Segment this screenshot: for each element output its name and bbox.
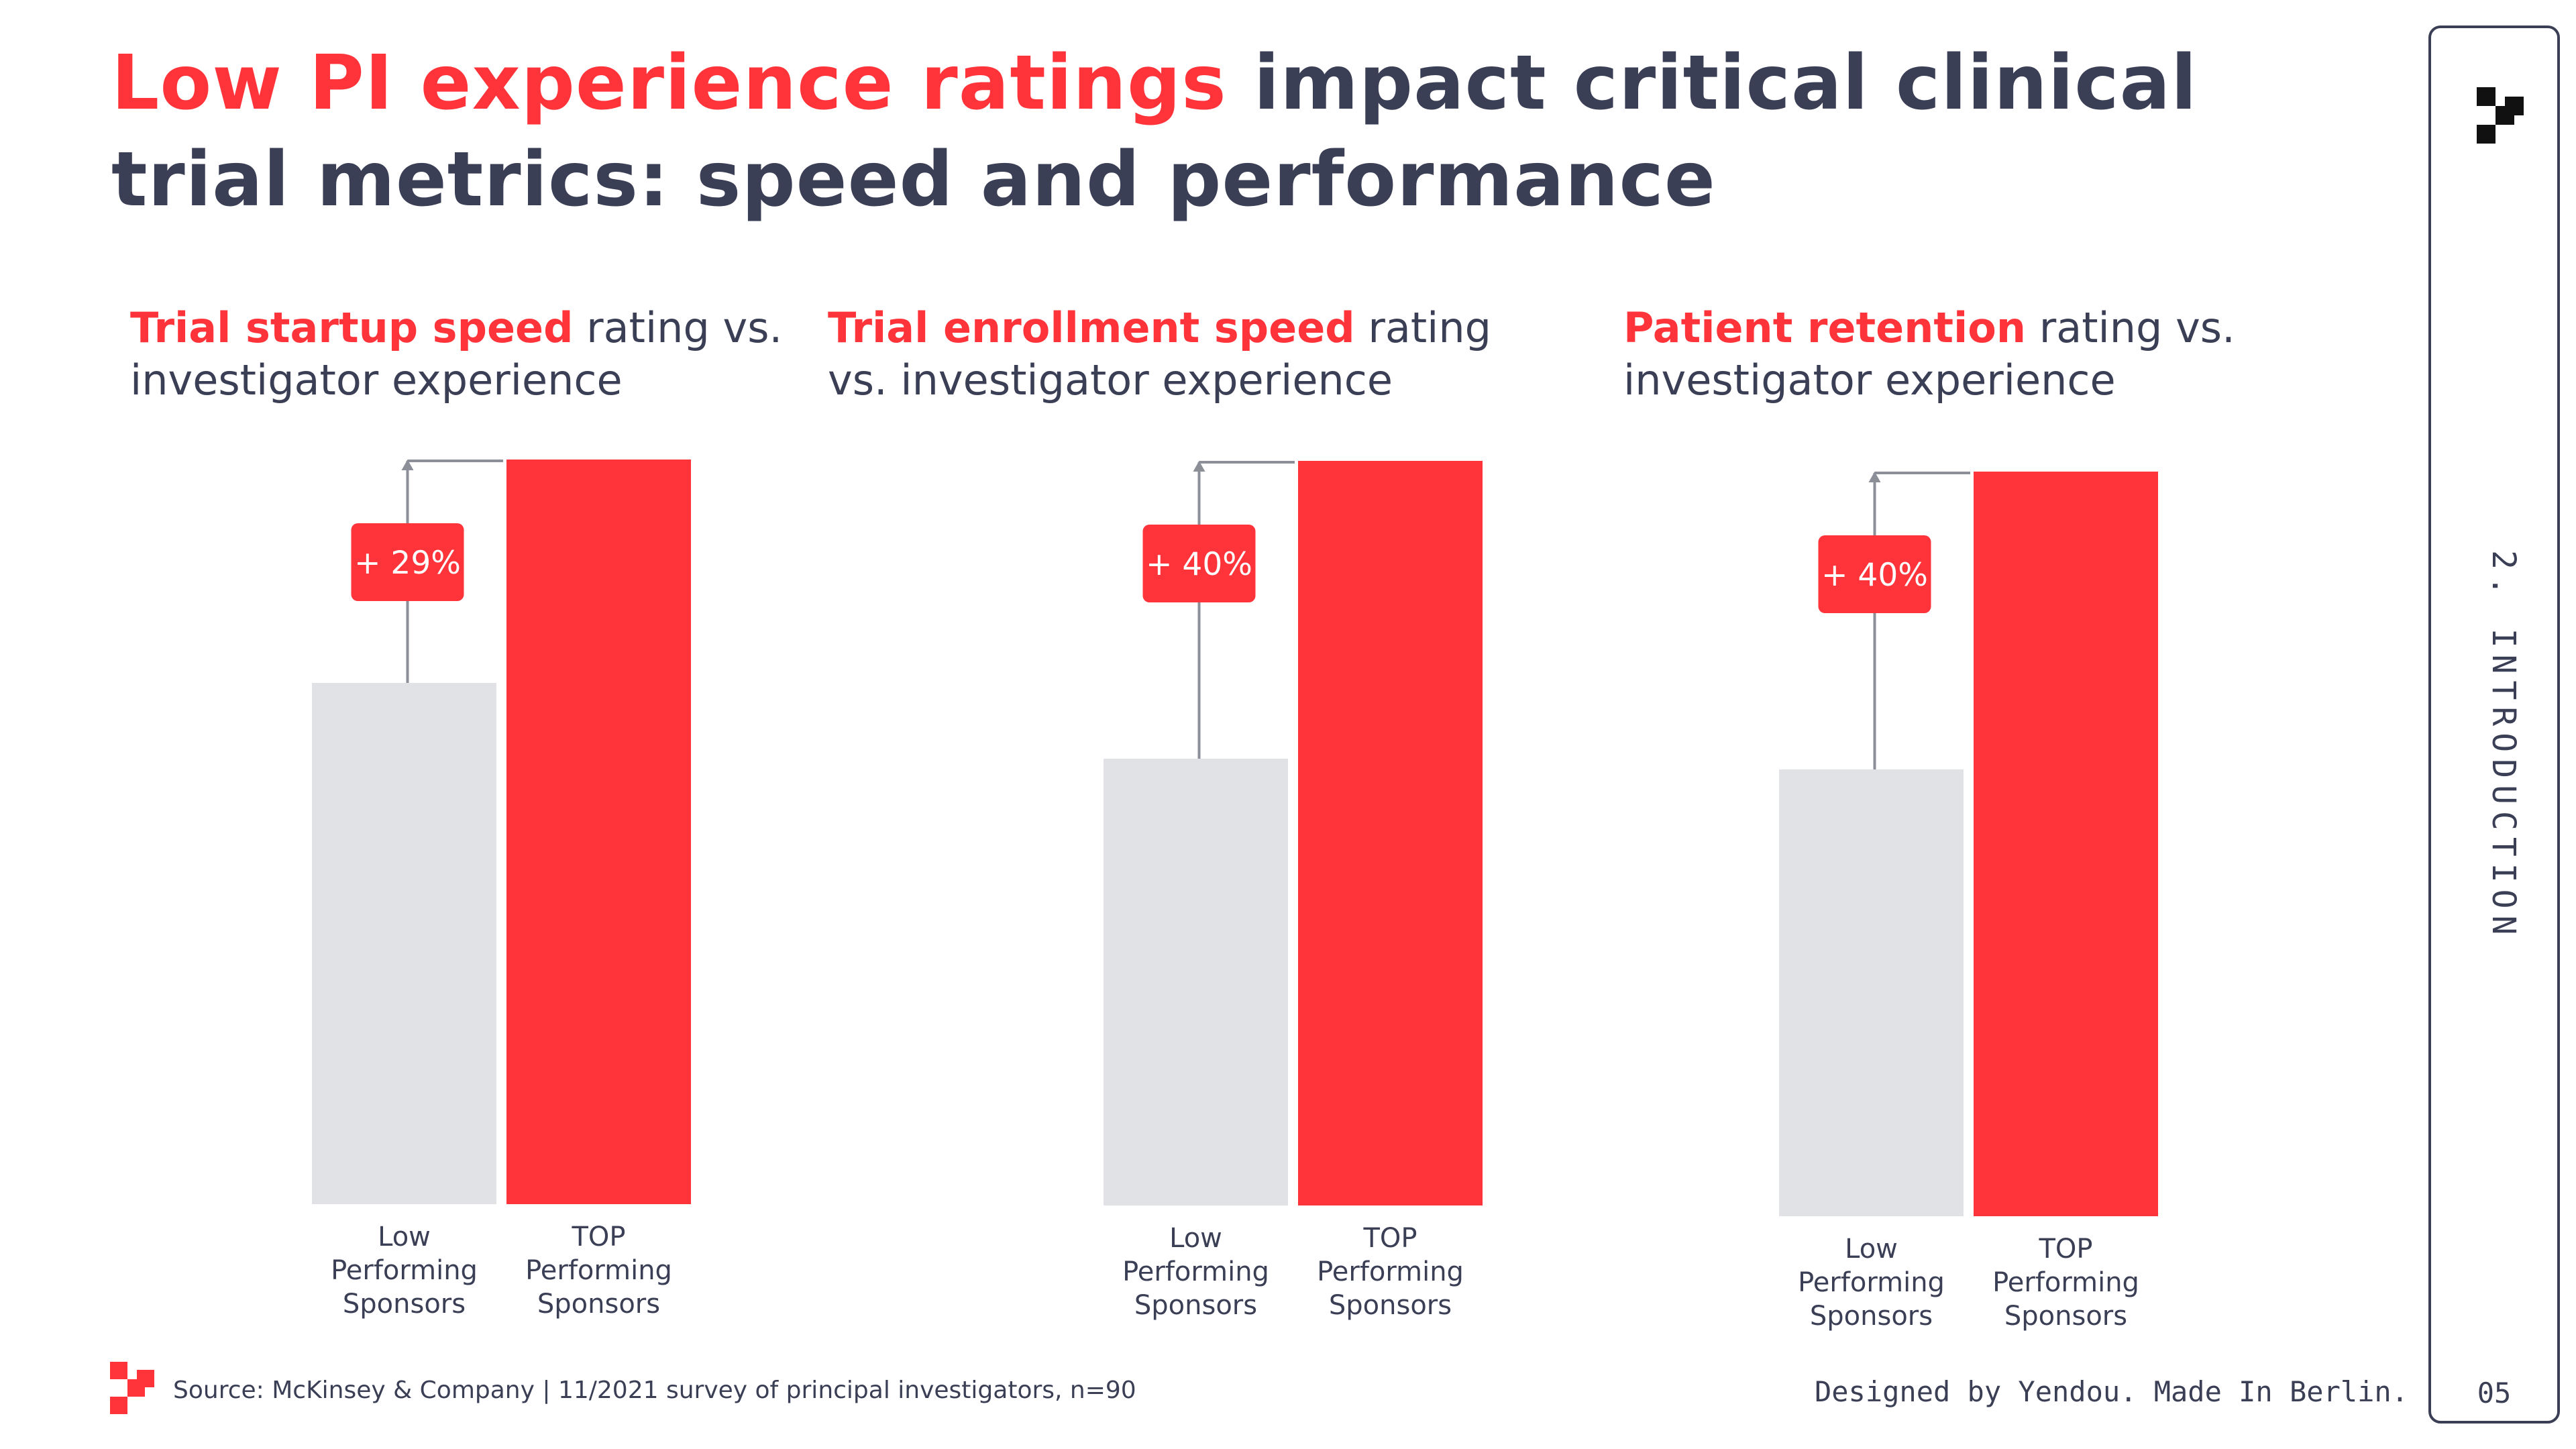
category-label: Sponsors [1329, 1290, 1452, 1321]
chart-heading-highlight: Trial enrollment speed [828, 303, 1355, 352]
growth-badge [1818, 535, 1931, 613]
page-title-rest: impact critical clinical trial metrics: … [111, 40, 2198, 223]
page-title: Low PI experience ratings impact critica… [111, 35, 2325, 228]
category-label: TOP [571, 1222, 625, 1252]
category-label: Sponsors [1134, 1290, 1257, 1321]
category-label: Performing [1317, 1256, 1464, 1287]
category-label: Sponsors [537, 1289, 660, 1320]
chart-heading-highlight: Patient retention [1623, 303, 2026, 352]
category-label: Performing [525, 1255, 672, 1286]
category-label: Low [1169, 1223, 1222, 1254]
footer-logo-icon [110, 1362, 154, 1414]
bar-charts: + 29%LowPerformingSponsorsTOPPerformingS… [312, 460, 2158, 1332]
category-label: Performing [1122, 1256, 1269, 1287]
bar-low-performing [1104, 759, 1288, 1205]
bar-low-performing [312, 683, 496, 1204]
chart-heading-startup: Trial startup speed rating vs. investiga… [130, 302, 835, 407]
chart-heading-rest: rating vs. investigator experience [828, 303, 1492, 405]
chart-heading-enrollment: Trial enrollment speed rating vs. invest… [828, 302, 1532, 407]
category-label: Performing [1992, 1267, 2139, 1298]
growth-badge-label: + 40% [1146, 546, 1252, 583]
arrow-up-icon [1193, 461, 1205, 472]
category-label: Sponsors [1810, 1301, 1933, 1332]
page-title-highlight: Low PI experience ratings [111, 40, 1227, 127]
category-label: Low [378, 1222, 431, 1252]
arrow-up-icon [1868, 472, 1881, 482]
bar-top-performing [506, 460, 691, 1204]
bar-top-performing [1974, 472, 2158, 1216]
chart-heading-rest: rating vs. investigator experience [130, 303, 783, 405]
category-label: Performing [1798, 1267, 1945, 1298]
source-note: Source: McKinsey & Company | 11/2021 sur… [173, 1377, 1136, 1404]
growth-badge [351, 523, 464, 601]
category-label: Sponsors [2004, 1301, 2127, 1332]
bar-top-performing [1298, 461, 1483, 1205]
section-label: 2. INTRODUCTION [2485, 550, 2522, 942]
chart-heading-rest: rating vs. investigator experience [1623, 303, 2235, 405]
growth-badge-label: + 29% [354, 545, 461, 582]
chart-heading-highlight: Trial startup speed [130, 303, 574, 352]
category-label: TOP [1362, 1223, 1417, 1254]
brand-logo-icon [2477, 87, 2524, 144]
category-label: TOP [2038, 1234, 2092, 1265]
designer-credit: Designed by Yendou. Made In Berlin. [1814, 1375, 2408, 1408]
growth-badge [1142, 525, 1256, 602]
chart-heading-retention: Patient retention rating vs. investigato… [1623, 302, 2328, 407]
category-label: Low [1845, 1234, 1898, 1265]
category-label: Performing [331, 1255, 478, 1286]
side-panel [2428, 25, 2560, 1424]
growth-badge-label: + 40% [1821, 557, 1928, 594]
page-number: 05 [2477, 1377, 2512, 1409]
arrow-up-icon [401, 460, 414, 470]
bar-low-performing [1779, 769, 1964, 1216]
category-label: Sponsors [343, 1289, 466, 1320]
